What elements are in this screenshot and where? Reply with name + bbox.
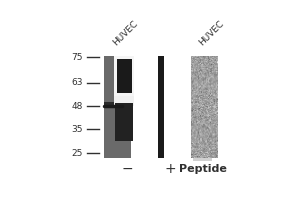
Text: HUVEC: HUVEC bbox=[197, 19, 226, 48]
Text: −: − bbox=[121, 162, 133, 176]
Text: 35: 35 bbox=[71, 125, 83, 134]
Bar bbox=[104, 56, 130, 158]
Text: HUVEC: HUVEC bbox=[111, 19, 140, 48]
Bar bbox=[114, 96, 134, 106]
Text: 75: 75 bbox=[71, 53, 83, 62]
Bar bbox=[158, 56, 164, 158]
Bar bbox=[193, 149, 212, 161]
Bar bbox=[104, 102, 113, 106]
Text: 25: 25 bbox=[71, 149, 83, 158]
Bar bbox=[114, 56, 134, 98]
Text: Peptide: Peptide bbox=[179, 164, 227, 174]
Bar bbox=[116, 103, 133, 141]
Text: 48: 48 bbox=[71, 102, 83, 111]
Text: 63: 63 bbox=[71, 78, 83, 87]
Text: +: + bbox=[164, 162, 176, 176]
Bar bbox=[116, 59, 132, 93]
